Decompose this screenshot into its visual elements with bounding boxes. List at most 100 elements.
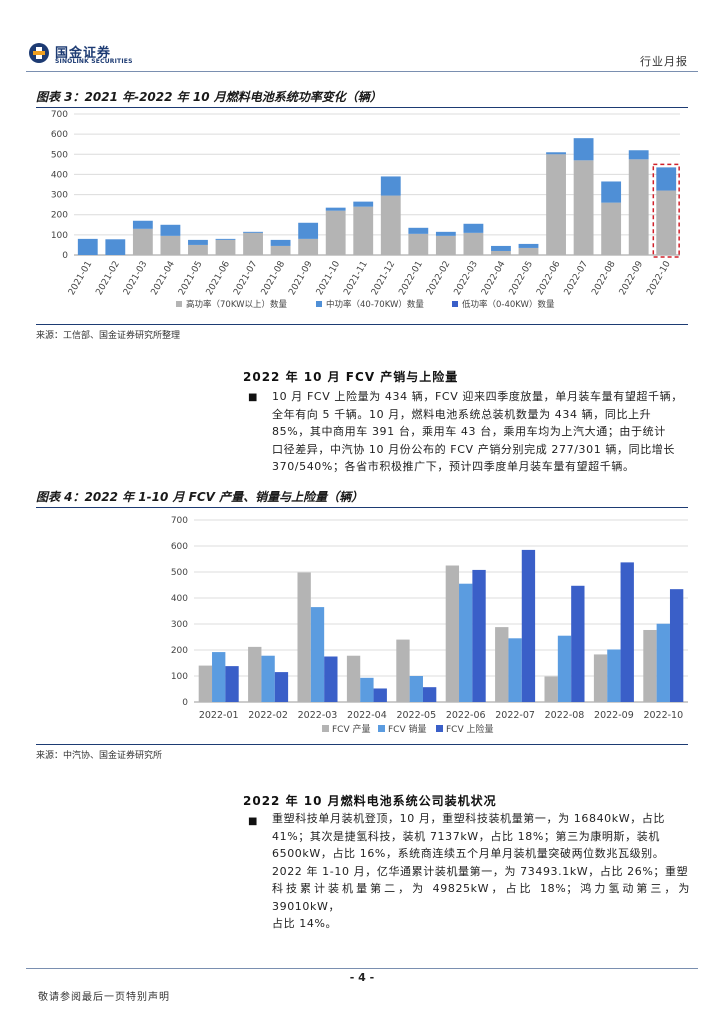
bar xyxy=(373,688,387,702)
bar xyxy=(620,562,634,702)
logo-english-name: SINOLINK SECURITIES xyxy=(55,58,133,65)
x-tick-label: 2022-08 xyxy=(545,710,585,721)
bar-segment xyxy=(408,233,429,255)
x-tick-label: 2021-10 xyxy=(315,259,343,297)
section1-title: 2022 年 10 月 FCV 产销与上险量 xyxy=(243,370,459,384)
bar-segment xyxy=(656,190,677,255)
legend-swatch xyxy=(322,725,329,732)
company-logo: 国金证券 SINOLINK SECURITIES xyxy=(28,40,138,70)
bar-segment xyxy=(546,154,566,255)
bar xyxy=(324,656,338,702)
legend-label: FCV 产量 xyxy=(332,723,370,735)
bar xyxy=(396,639,410,702)
bar-segment xyxy=(601,181,622,203)
x-tick-label: 2022-10 xyxy=(645,259,673,297)
bar-segment xyxy=(77,238,98,255)
bar-segment xyxy=(243,232,263,255)
x-tick-label: 2021-07 xyxy=(232,260,259,298)
bar-segment xyxy=(353,206,374,255)
bar xyxy=(445,565,460,702)
section1-line: 全年有向 5 千辆。10 月，燃料电池系统总装机数量为 434 辆，同比上升 xyxy=(272,407,652,421)
section2-title: 2022 年 10 月燃料电池系统公司装机状况 xyxy=(243,794,497,808)
figure4-source-divider xyxy=(36,744,688,745)
bar-segment xyxy=(270,239,291,246)
x-tick-label: 2021-11 xyxy=(342,260,369,298)
x-tick-label: 2022-06 xyxy=(535,259,563,297)
section2-line: 2022 年 1-10 月，亿华通累计装机量第一，为 73493.1kW，占比 … xyxy=(272,864,689,878)
x-tick-label: 2022-08 xyxy=(590,259,618,297)
bar-segment xyxy=(573,138,594,161)
bar-segment xyxy=(215,238,236,240)
y-tick-label: 400 xyxy=(51,170,68,180)
logo-chinese-name: 国金证券 xyxy=(55,46,112,61)
section2-bullet: ■ xyxy=(248,816,258,827)
bar-segment xyxy=(298,238,319,255)
x-tick-label: 2022-01 xyxy=(199,710,239,721)
bar-segment xyxy=(132,220,153,229)
bar-segment xyxy=(628,150,649,160)
section1-line: 10 月 FCV 上险量为 434 辆，FCV 迎来四季度放量，单月装车量有望超… xyxy=(272,390,683,403)
x-tick-label: 2022-01 xyxy=(397,260,424,298)
legend-label: FCV 销量 xyxy=(388,723,426,735)
bar-segment xyxy=(656,167,677,191)
y-tick-label: 300 xyxy=(51,191,68,201)
x-tick-label: 2022-06 xyxy=(446,710,486,721)
bar-segment xyxy=(188,244,208,255)
x-tick-label: 2021-09 xyxy=(287,259,315,297)
figure3-title: 图表 3：2021 年-2022 年 10 月燃料电池系统功率变化（辆） xyxy=(36,88,688,108)
bar xyxy=(297,572,311,702)
bar-segment xyxy=(435,231,456,236)
bar-segment xyxy=(463,223,484,233)
legend-swatch xyxy=(176,301,182,307)
bar-segment xyxy=(601,202,622,255)
x-tick-label: 2021-12 xyxy=(370,260,397,298)
legend-label: 高功率（70KW以上）数量 xyxy=(186,299,287,310)
section1-line: 口径差异，中汽协 10 月份公布的 FCV 产销分别完成 277/301 辆，同… xyxy=(272,442,676,456)
bar xyxy=(346,655,361,702)
x-tick-label: 2021-02 xyxy=(94,260,121,298)
x-tick-label: 2022-04 xyxy=(480,259,508,297)
x-tick-label: 2021-01 xyxy=(67,260,94,298)
section1-bullet: ■ xyxy=(248,392,258,403)
bar xyxy=(521,549,536,702)
page-number: - 4 - xyxy=(349,971,375,984)
bar-segment xyxy=(463,232,484,255)
y-tick-label: 600 xyxy=(51,130,68,140)
figure3-source-divider xyxy=(36,324,688,325)
bar xyxy=(225,666,239,702)
section1-line: 85%，其中商用车 391 台，乘用车 43 台，乘用车均为上汽大通；由于统计 xyxy=(272,425,666,438)
header-divider xyxy=(26,71,698,72)
bar xyxy=(656,623,670,702)
legend-label: FCV 上险量 xyxy=(446,723,493,735)
x-tick-label: 2022-05 xyxy=(396,710,436,721)
x-tick-label: 2021-04 xyxy=(150,259,178,297)
x-tick-label: 2021-05 xyxy=(177,260,204,298)
section1-paragraph: 10 月 FCV 上险量为 434 辆，FCV 迎来四季度放量，单月装车量有望超… xyxy=(272,388,690,476)
bar-segment xyxy=(491,245,511,251)
legend-swatch xyxy=(452,301,458,307)
bar xyxy=(593,654,608,702)
footer-divider xyxy=(26,968,698,969)
bar xyxy=(459,583,473,702)
y-tick-label: 100 xyxy=(51,231,68,241)
section2-line: 41%；其次是捷氢科技，装机 7137kW，占比 18%；第三为康明斯，装机 xyxy=(272,829,660,843)
section2-line: 科技累计装机量第二，为 49825kW，占比 18%；鸿力氢动第三，为 3901… xyxy=(272,882,690,913)
x-tick-label: 2022-07 xyxy=(563,260,590,298)
highlight-box xyxy=(652,163,680,258)
y-tick-label: 0 xyxy=(62,251,68,261)
bar xyxy=(422,687,437,702)
bar xyxy=(557,635,572,702)
bar-segment xyxy=(132,228,153,255)
section2-paragraph: 重塑科技单月装机登顶，10 月，重塑科技装机量第一，为 16840kW，占比 4… xyxy=(272,810,690,933)
bar-segment xyxy=(408,227,429,234)
y-tick-label: 700 xyxy=(51,110,68,120)
x-tick-label: 2022-07 xyxy=(495,710,535,721)
bar-segment xyxy=(188,239,208,245)
y-tick-label: 200 xyxy=(171,646,188,656)
section2-line: 6500kW，占比 16%，系统商连续五个月单月装机量突破两位数兆瓦级别。 xyxy=(272,847,665,860)
bar-segment xyxy=(215,239,236,255)
legend-swatch xyxy=(378,725,385,732)
bar-segment xyxy=(518,247,539,255)
bar-segment xyxy=(105,239,126,255)
